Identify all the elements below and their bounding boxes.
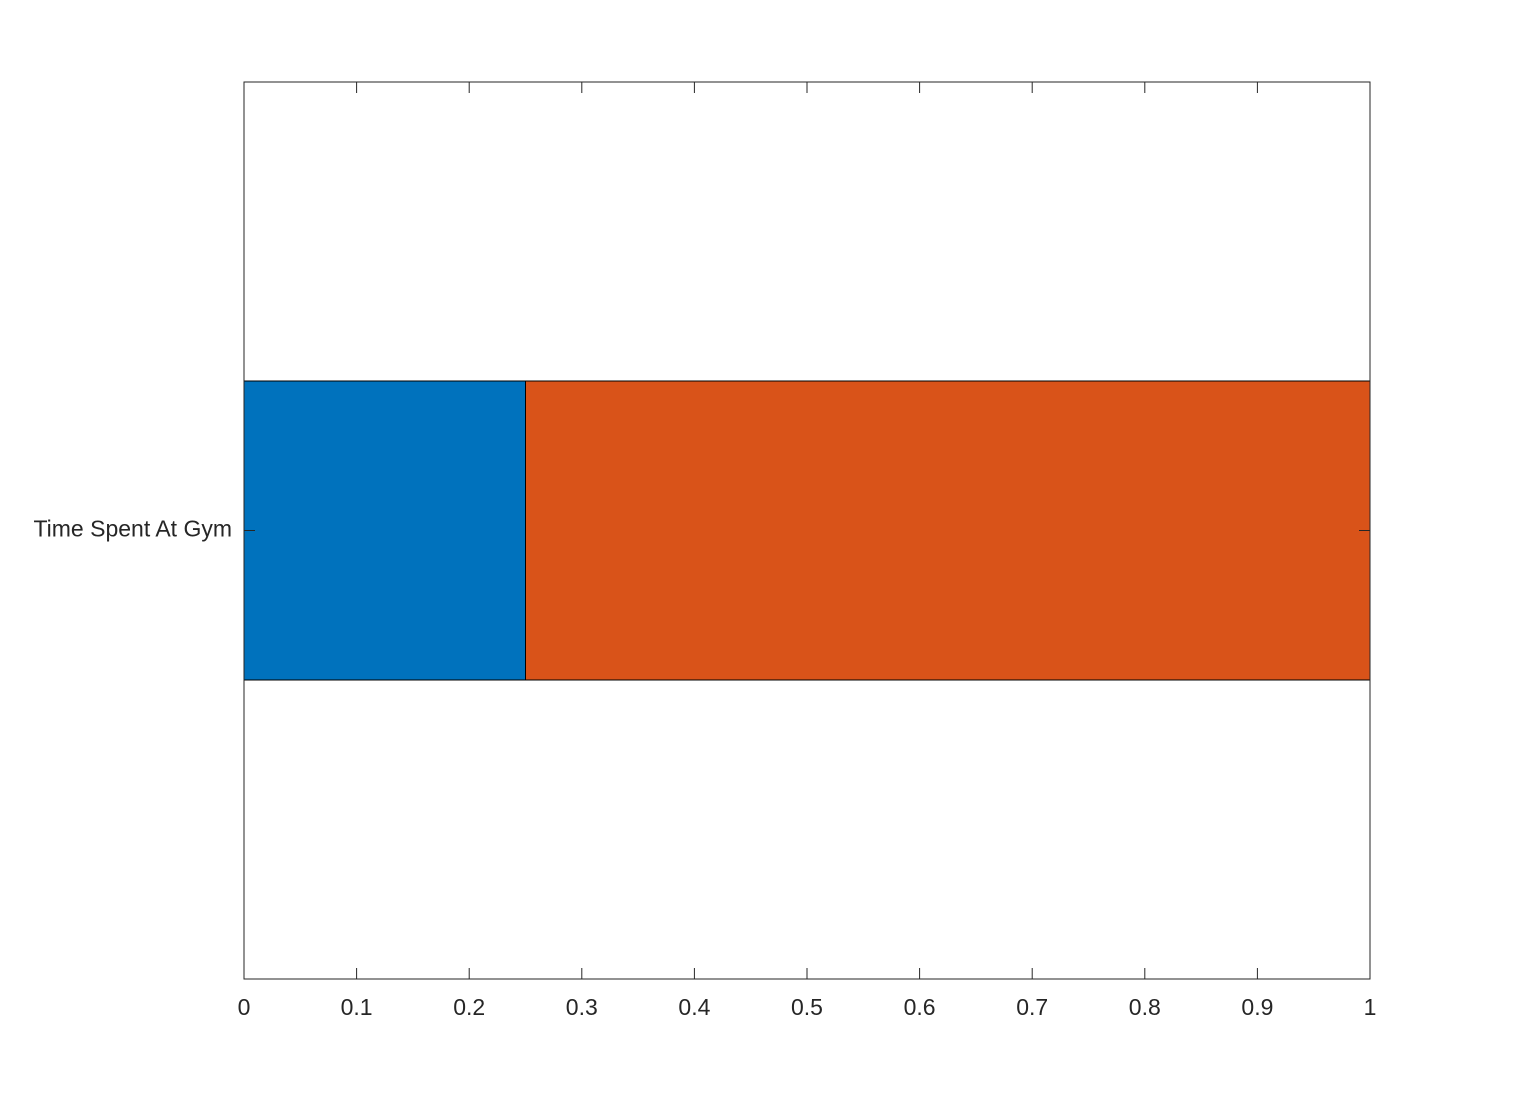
x-tick-label: 0.7 bbox=[1016, 994, 1048, 1020]
x-tick-label: 0.1 bbox=[341, 994, 373, 1020]
y-tick-label: Time Spent At Gym bbox=[33, 516, 232, 542]
bar-segment bbox=[525, 380, 1371, 681]
x-tick-label: 0.4 bbox=[678, 994, 710, 1020]
x-tick-label: 1 bbox=[1364, 994, 1377, 1020]
plot-area bbox=[243, 380, 1371, 681]
x-tick-label: 0.6 bbox=[904, 994, 936, 1020]
x-tick-label: 0.3 bbox=[566, 994, 598, 1020]
x-tick-label: 0.8 bbox=[1129, 994, 1161, 1020]
x-tick-label: 0 bbox=[238, 994, 251, 1020]
bar-segment bbox=[243, 380, 526, 681]
x-tick-label: 0.5 bbox=[791, 994, 823, 1020]
x-tick-label: 0.2 bbox=[453, 994, 485, 1020]
x-tick-label: 0.9 bbox=[1241, 994, 1273, 1020]
